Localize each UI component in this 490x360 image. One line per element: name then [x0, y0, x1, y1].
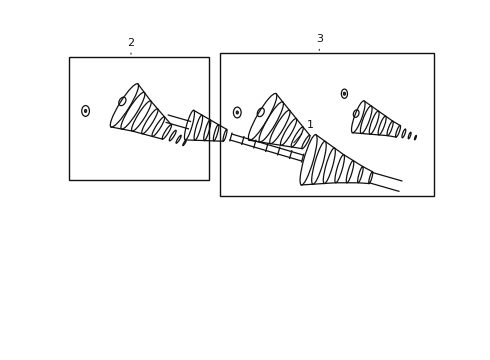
Bar — [69, 57, 209, 180]
Ellipse shape — [236, 111, 239, 114]
Text: 1: 1 — [294, 120, 314, 143]
Text: 3: 3 — [316, 33, 323, 50]
Bar — [220, 53, 434, 195]
Ellipse shape — [343, 92, 345, 95]
Text: 2: 2 — [127, 37, 135, 54]
Ellipse shape — [84, 109, 87, 112]
